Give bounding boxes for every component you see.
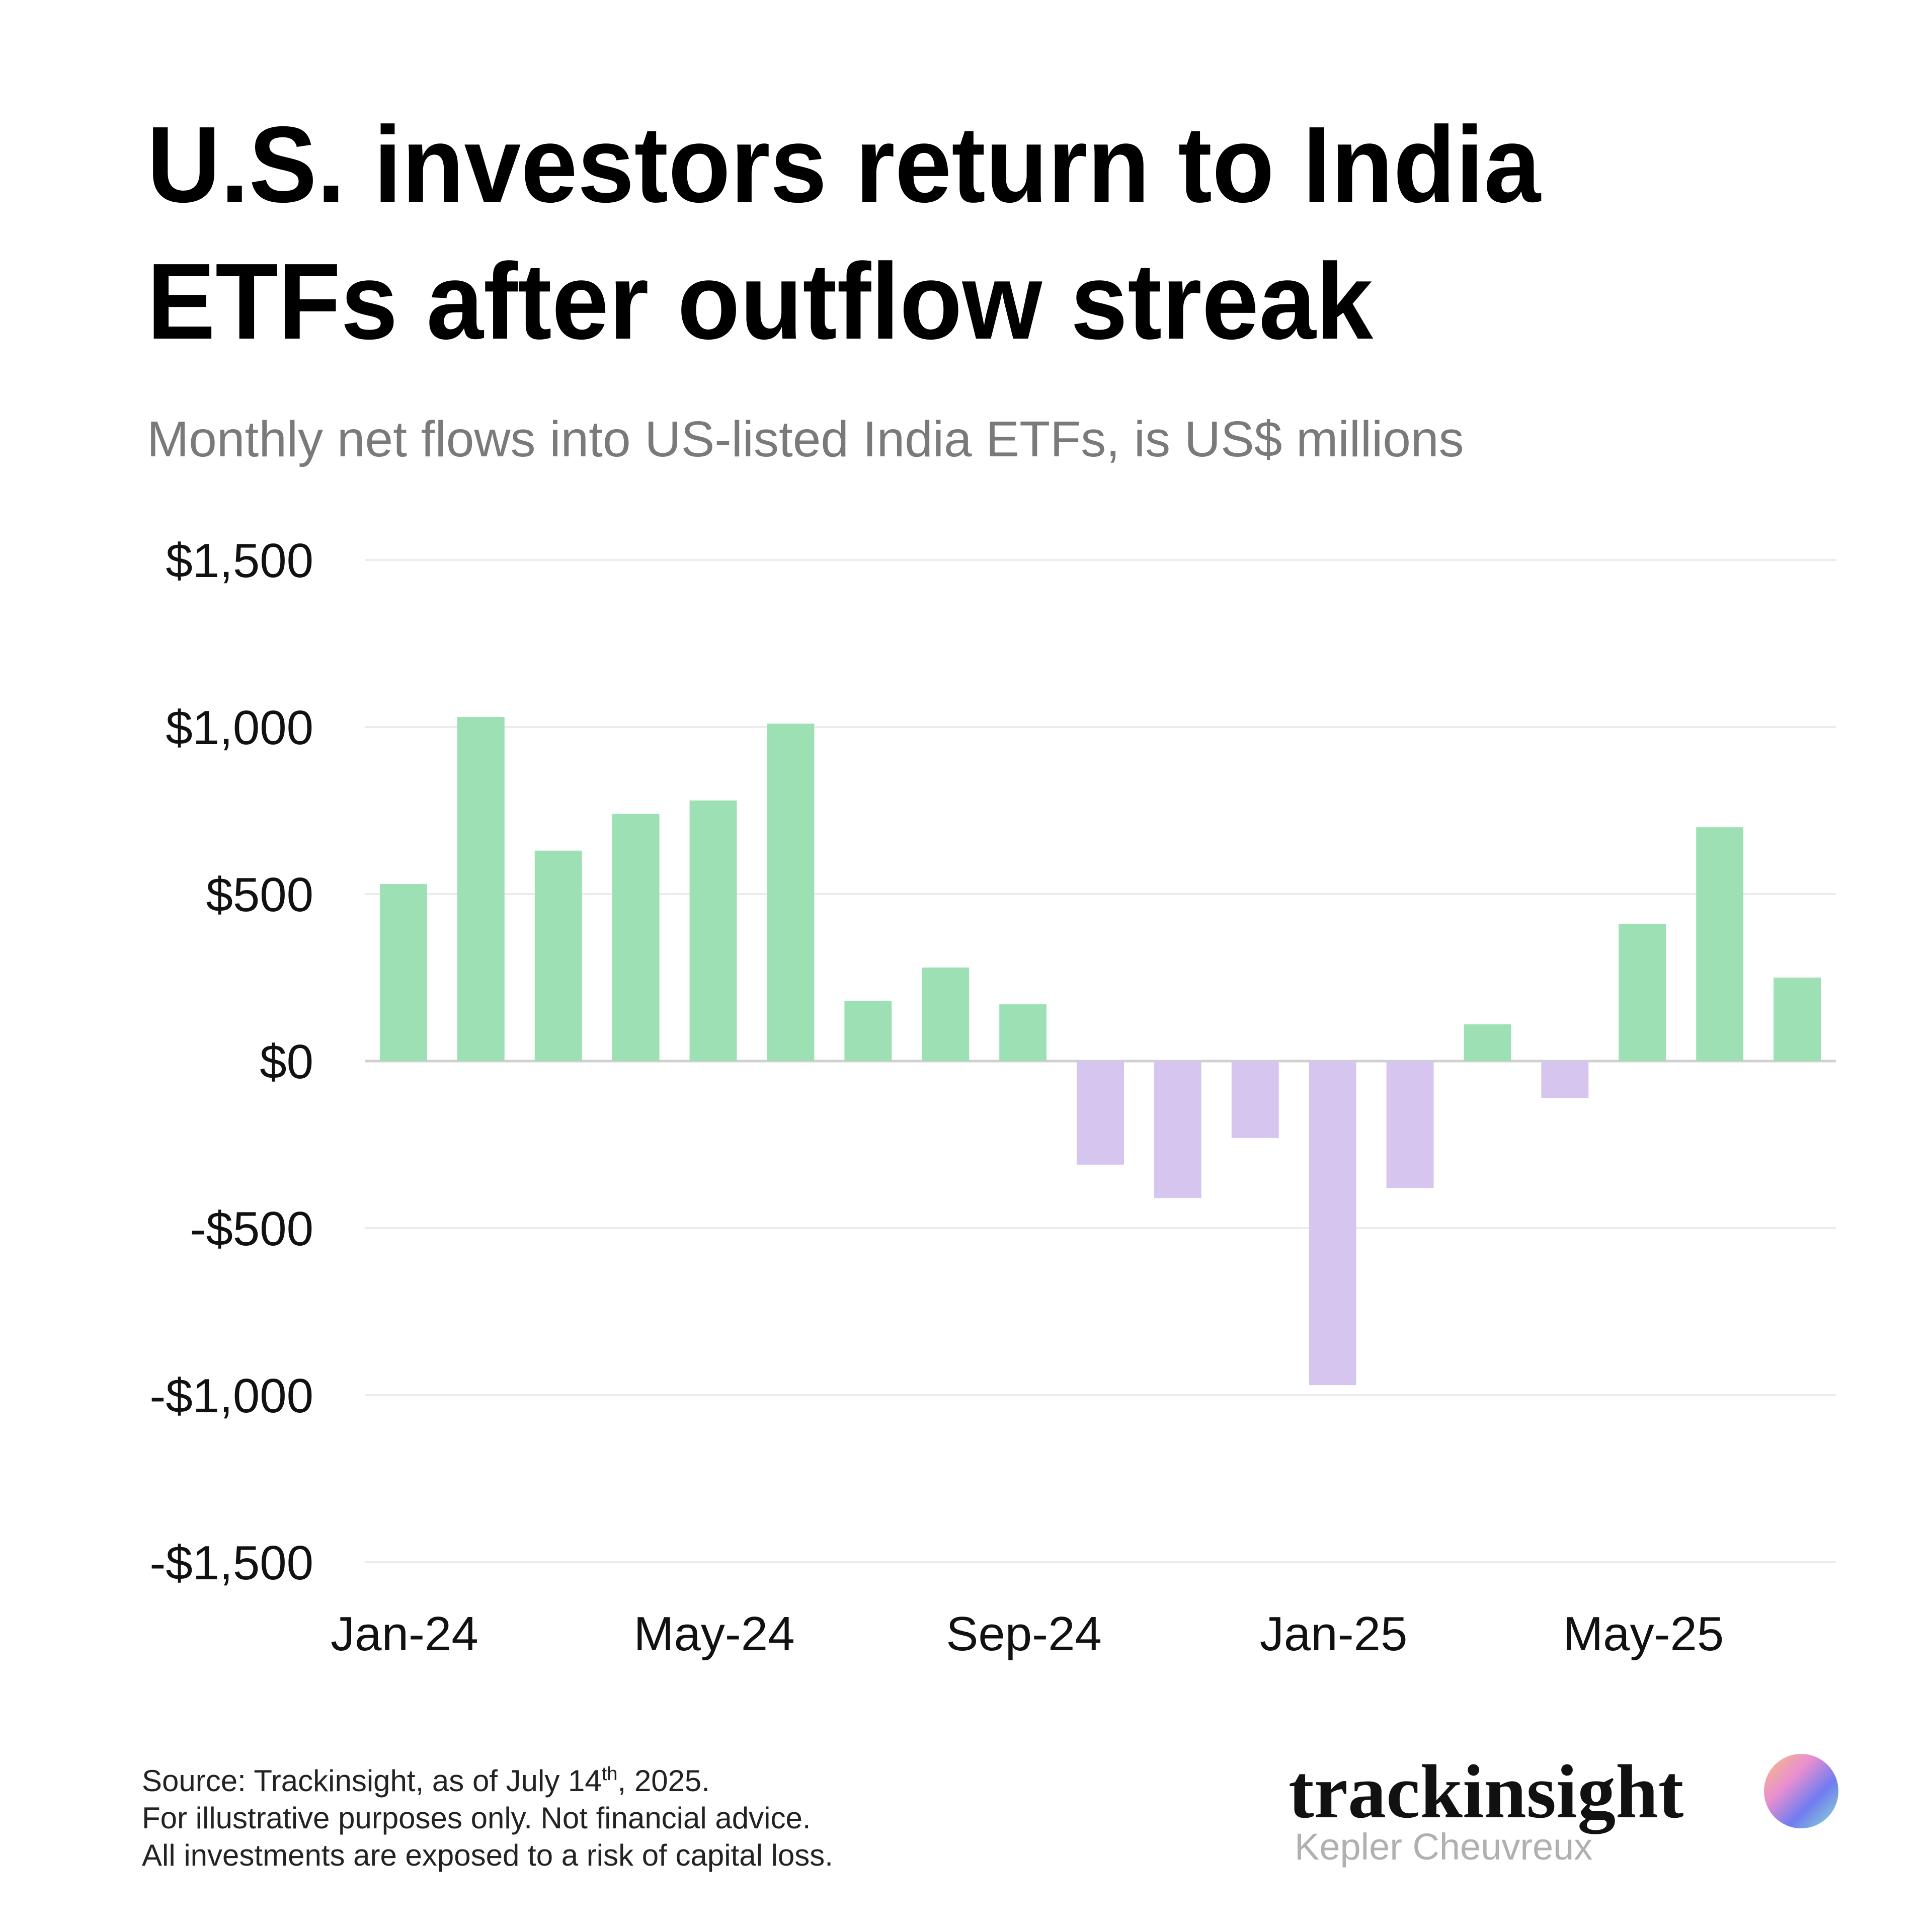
y-tick-label: $1,000	[166, 701, 313, 755]
bar	[1696, 827, 1744, 1061]
logo-icon	[1764, 1754, 1838, 1828]
y-tick-label: $0	[260, 1035, 313, 1089]
y-tick-label: $1,500	[166, 534, 313, 588]
x-tick-label: Sep-24	[946, 1607, 1102, 1661]
bar	[1774, 978, 1821, 1061]
bar	[380, 884, 427, 1061]
chart-subtitle: Monthly net flows into US-listed India E…	[147, 411, 1464, 467]
bar	[767, 723, 815, 1061]
bar	[1464, 1024, 1511, 1061]
source-text: , 2025.	[617, 1764, 710, 1798]
source-superscript: th	[602, 1763, 618, 1785]
x-tick-label: Jan-25	[1260, 1607, 1408, 1661]
logo-tagline: Kepler Cheuvreux	[1295, 1826, 1592, 1868]
bar	[1231, 1061, 1279, 1138]
y-tick-label: -$500	[190, 1202, 313, 1256]
bar	[1541, 1061, 1589, 1098]
y-tick-label: -$1,500	[149, 1536, 313, 1590]
bar	[1386, 1061, 1434, 1188]
x-tick-label: May-24	[633, 1607, 794, 1661]
bar	[844, 1001, 892, 1061]
disclaimer: All investments are exposed to a risk of…	[142, 1838, 833, 1872]
source-note: Source: Trackinsight, as of July 14th, 2…	[142, 1763, 710, 1798]
bar	[1309, 1061, 1356, 1386]
chart-title: ETFs after outflow streak	[147, 240, 1373, 362]
disclaimer: For illustrative purposes only. Not fina…	[142, 1801, 811, 1835]
bar	[999, 1004, 1047, 1061]
bar	[534, 850, 582, 1061]
chart-title: U.S. investors return to India	[147, 104, 1541, 225]
bar	[457, 717, 505, 1061]
y-tick-label: $500	[206, 868, 313, 922]
bar	[1154, 1061, 1201, 1198]
bar	[612, 814, 660, 1061]
x-tick-label: Jan-24	[331, 1607, 478, 1661]
bar	[922, 968, 970, 1061]
y-tick-label: -$1,000	[149, 1369, 313, 1423]
bar	[1077, 1061, 1124, 1165]
bar	[689, 800, 737, 1061]
logo-name: trackinsight	[1289, 1749, 1683, 1834]
x-tick-label: May-25	[1563, 1607, 1724, 1661]
bar	[1619, 924, 1666, 1061]
source-text: Source: Trackinsight, as of July 14	[142, 1764, 602, 1798]
